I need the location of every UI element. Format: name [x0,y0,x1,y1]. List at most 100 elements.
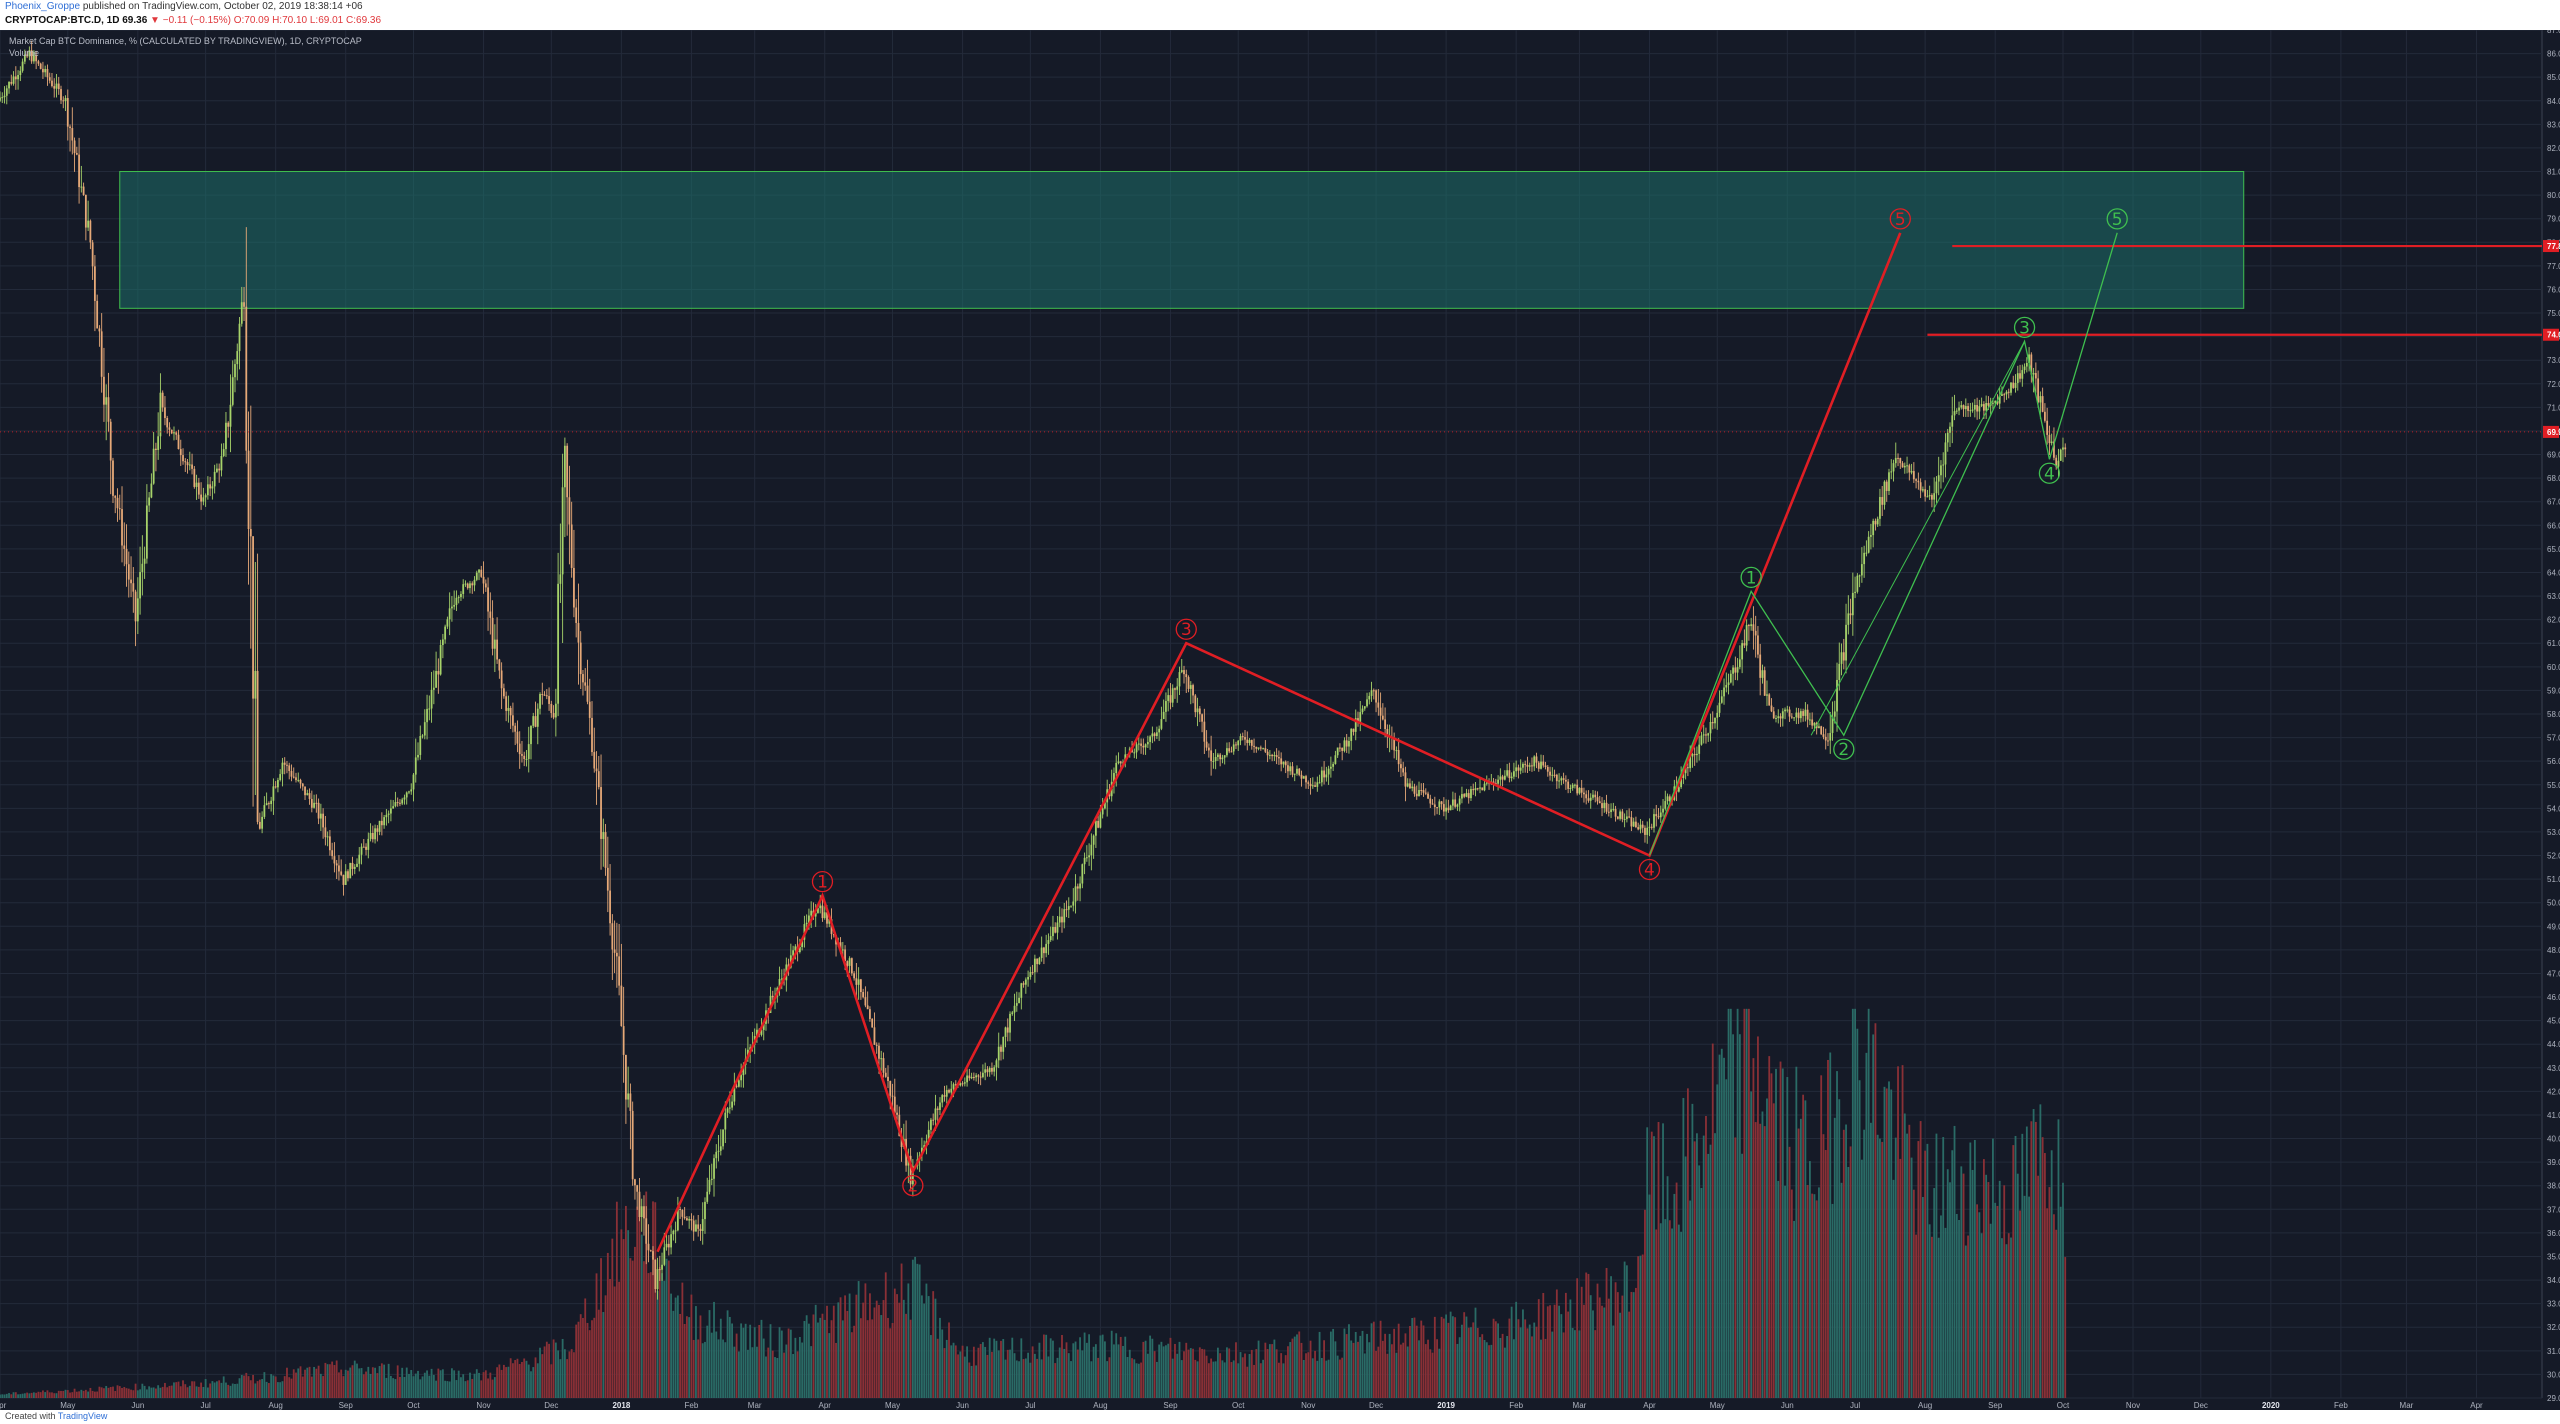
chart-area[interactable]: 29.0030.0031.0032.0033.0034.0035.0036.00… [0,30,2560,1410]
volume-bar [279,1382,282,1398]
volume-bar [188,1385,191,1398]
candle-body [1732,667,1734,674]
volume-bar [1587,1273,1590,1398]
volume-bar [744,1323,747,1398]
candle-body [1022,983,1025,985]
volume-bar [1576,1278,1579,1398]
volume-bar [1555,1289,1558,1398]
candle-body [1513,771,1515,777]
volume-bar [1165,1345,1167,1398]
volume-bar [1226,1347,1228,1398]
tradingview-logo: TradingView [57,1411,108,1421]
candle-body [1637,827,1640,830]
volume-bar [1207,1363,1210,1398]
volume-bar [1985,1174,1988,1398]
candle-body [1479,787,1481,789]
volume-bar [760,1319,763,1398]
volume-bar [134,1383,137,1398]
candle-body [1662,808,1664,813]
candle-body [579,642,582,675]
volume-bar [179,1386,182,1398]
candle-body [1560,778,1563,781]
candle-body [347,871,349,879]
volume-bar [1668,1220,1671,1398]
x-tick-label: May [60,1401,75,1410]
volume-bar [1996,1205,1999,1398]
volume-bar [864,1283,867,1398]
candle-body [421,735,424,737]
candle-body [333,856,336,864]
wave-label-text: 3 [2019,318,2030,338]
volume-bar [563,1349,566,1398]
y-tick-label: 49.00 [2547,922,2560,931]
volume-bar [1341,1357,1344,1398]
candle-body [1438,801,1441,808]
volume-bar [1427,1339,1429,1398]
volume-bar [1806,1185,1809,1398]
candle-body [1763,670,1766,696]
volume-bar [1119,1336,1122,1398]
volume-bar [274,1376,277,1398]
volume-bar [263,1372,266,1398]
volume-bar [1501,1333,1504,1398]
candle-body [94,266,96,301]
candle-body [686,1218,688,1221]
volume-bar [466,1380,469,1398]
volume-bar [751,1347,754,1398]
candle-body [148,497,151,506]
volume-bar [636,1206,639,1398]
candle-body [2046,420,2049,435]
candle-body [1736,667,1739,673]
volume-bar [1799,1118,1802,1398]
volume-bar [539,1347,541,1398]
volume-bar [507,1366,510,1398]
volume-bar [909,1319,912,1398]
volume-bar [963,1356,966,1398]
candle-body [993,1067,996,1072]
candle-body [240,302,243,324]
candle-body [1994,401,1997,403]
volume-bar [1888,1081,1890,1398]
volume-bar [53,1393,56,1398]
volume-bar [1061,1335,1063,1398]
volume-bar [139,1389,141,1398]
candle-body [1707,733,1710,736]
volume-bar [1790,1189,1793,1398]
volume-bar [1327,1359,1330,1398]
volume-bar [514,1360,517,1398]
volume-bar [706,1325,709,1398]
volume-bar [891,1323,894,1398]
price-chart[interactable]: 29.0030.0031.0032.0033.0034.0035.0036.00… [0,30,2560,1410]
volume-bar [256,1381,259,1398]
volume-bar [10,1394,13,1398]
volume-bar [550,1364,553,1398]
candle-body [1650,826,1653,828]
author-link[interactable]: Phoenix_Groppe [5,1,81,12]
candle-body [1178,672,1181,687]
candle-body [0,97,1,101]
candle-body [1481,787,1484,791]
candle-body [98,328,101,332]
candle-body [658,1269,661,1271]
volume-bar [100,1387,103,1398]
volume-bar [1040,1359,1043,1398]
volume-bar [1372,1321,1375,1398]
volume-bar [324,1362,327,1398]
volume-bar [1058,1347,1061,1398]
candle-body [1013,1005,1016,1013]
volume-bar [1610,1276,1612,1398]
volume-bar [1228,1348,1231,1398]
volume-bar [69,1392,71,1398]
candle-body [588,701,591,718]
candle-body [448,608,451,620]
volume-bar [1097,1357,1100,1398]
y-tick-label: 61.00 [2547,639,2560,648]
candle-body [1946,432,1949,443]
candle-body [1422,790,1425,793]
candle-body [496,639,499,660]
candle-body [1935,481,1938,494]
candle-body [909,1155,912,1185]
candle-body [297,779,300,781]
candle-body [1264,748,1267,752]
wave-label-text: 3 [1181,620,1192,640]
